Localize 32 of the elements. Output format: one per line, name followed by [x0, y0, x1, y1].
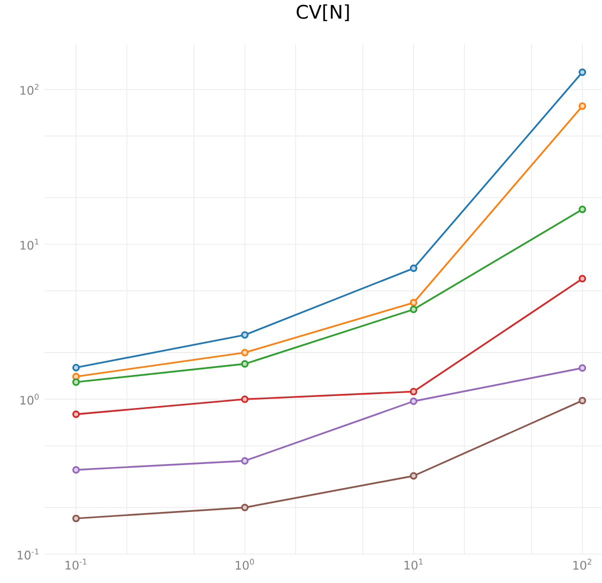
point [241, 504, 249, 512]
point [410, 264, 418, 272]
point [578, 102, 586, 110]
point [72, 466, 80, 474]
x-tick-label: 10$^{1}$ [404, 558, 423, 570]
point [241, 396, 249, 403]
chart-title: CV[N] [296, 4, 349, 22]
x-tick-label: 10$^{2}$ [573, 558, 592, 570]
point [578, 274, 586, 282]
point [410, 398, 418, 406]
point [241, 360, 249, 368]
point [72, 364, 80, 372]
x-tick-label: 10$^{-1}$ [66, 558, 86, 570]
point [72, 410, 80, 418]
x-tick-label: 10$^{0}$ [236, 558, 254, 570]
point [410, 472, 418, 480]
point [241, 348, 249, 356]
point [72, 514, 80, 522]
point [578, 396, 586, 404]
y-tick-label: 10$^{2}$ [20, 84, 38, 95]
point [72, 378, 80, 386]
point [241, 457, 249, 465]
y-tick-label: 10$^{1}$ [20, 238, 38, 250]
point [410, 306, 418, 314]
point [410, 298, 418, 306]
y-tick-label: 10$^{0}$ [20, 394, 39, 405]
point [410, 388, 418, 396]
y-tick-label: 10$^{-1}$ [18, 548, 38, 560]
point [578, 364, 586, 372]
point [578, 68, 586, 76]
point [578, 206, 586, 214]
point [241, 331, 249, 339]
